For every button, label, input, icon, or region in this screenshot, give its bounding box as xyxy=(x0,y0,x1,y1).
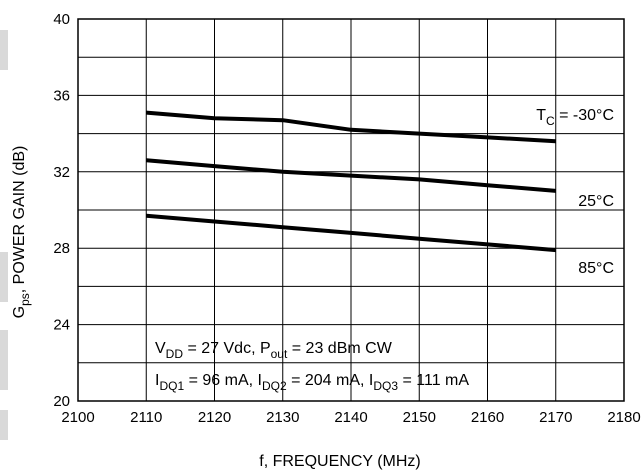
y-tick-label: 32 xyxy=(53,164,70,181)
annotation-text: = 111 mA xyxy=(398,372,469,389)
watermark-fragments xyxy=(0,30,8,440)
y-axis-title-rest: , POWER GAIN (dB) xyxy=(11,146,28,294)
annotation-text: = 27 Vdc, P xyxy=(183,340,271,357)
annotation-subscript: DQ2 xyxy=(262,379,287,393)
series-label-text: = -30°C xyxy=(555,107,614,124)
series-label-text: 85°C xyxy=(578,260,614,277)
series-label-subscript: C xyxy=(546,114,555,128)
y-tick-label: 24 xyxy=(53,317,70,334)
series-line-1 xyxy=(146,110,556,144)
plot-frame xyxy=(77,18,625,402)
annotation-text: V xyxy=(155,340,166,357)
annotation-text: = 96 mA, I xyxy=(184,372,262,389)
x-tick-label: 2180 xyxy=(607,409,640,426)
x-tick-label: 2140 xyxy=(334,409,367,426)
series-label-1: TC = -30°C xyxy=(536,107,614,128)
series-line-3 xyxy=(146,213,556,253)
x-tick-label: 2160 xyxy=(471,409,504,426)
y-tick-label: 20 xyxy=(53,393,70,410)
x-tick-label: 2100 xyxy=(61,409,94,426)
x-tick-label: 2170 xyxy=(539,409,572,426)
series-label-2: 25°C xyxy=(578,193,614,210)
x-tick-labels: 2100 2110 2120 2130 2140 2150 2160 2170 2180 xyxy=(61,409,640,426)
y-axis-title-sub: ps xyxy=(18,293,32,306)
watermark-fragment xyxy=(0,30,8,70)
annotation-line-1: VDD = 27 Vdc, Pout = 23 dBm CW xyxy=(155,340,393,361)
y-axis-title: Gps, POWER GAIN (dB) xyxy=(11,146,32,319)
series-label-text: 25°C xyxy=(578,193,614,210)
x-tick-label: 2150 xyxy=(403,409,436,426)
curves xyxy=(146,110,556,253)
annotation-text: = 204 mA, I xyxy=(287,372,374,389)
annotation-text: = 23 dBm CW xyxy=(287,340,392,357)
annotation-subscript: DQ3 xyxy=(373,379,398,393)
watermark-fragment xyxy=(0,330,8,390)
watermark-fragment xyxy=(0,252,8,302)
series-line-2 xyxy=(146,158,556,193)
watermark-fragment xyxy=(0,410,8,440)
y-tick-labels: 20 24 28 32 36 40 xyxy=(53,11,70,410)
series-label-text: T xyxy=(536,107,546,124)
series-labels: TC = -30°C 25°C 85°C xyxy=(536,107,614,277)
y-axis-title-main: G xyxy=(11,306,28,318)
annotation-line-2: IDQ1 = 96 mA, IDQ2 = 204 mA, IDQ3 = 111 … xyxy=(155,372,469,393)
series-label-3: 85°C xyxy=(578,260,614,277)
annotation-text: I xyxy=(155,372,159,389)
x-tick-label: 2110 xyxy=(130,409,162,426)
x-tick-label: 2120 xyxy=(198,409,231,426)
y-tick-label: 40 xyxy=(53,11,70,28)
annotation-subscript: DQ1 xyxy=(159,379,184,393)
x-axis-title: f, FREQUENCY (MHz) xyxy=(259,453,420,470)
x-tick-label: 2130 xyxy=(266,409,299,426)
y-tick-label: 28 xyxy=(53,240,70,257)
annotation-subscript: DD xyxy=(166,347,184,361)
y-tick-label: 36 xyxy=(53,87,70,104)
annotation-subscript: out xyxy=(271,347,288,361)
conditions-annotation: VDD = 27 Vdc, Pout = 23 dBm CW IDQ1 = 96 … xyxy=(155,340,469,393)
